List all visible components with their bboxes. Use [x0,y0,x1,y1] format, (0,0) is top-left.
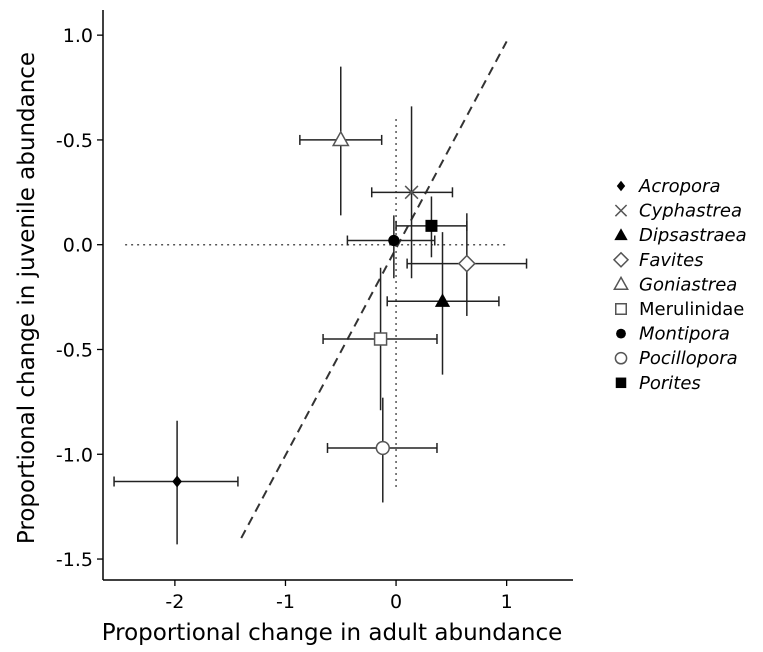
legend-item-favites: Favites [612,250,704,271]
triangle-filled-marker [434,293,451,307]
legend-item-pocillopora: Pocillopora [614,348,738,369]
legend-item-dipsastraea: Dipsastraea [614,225,747,246]
square-filled-marker [615,377,627,389]
data-points [172,130,476,488]
legend-marker-montipora [616,328,626,339]
point-porites [425,219,438,232]
y-tick-label: -0.5 [56,130,93,152]
triangle-open-marker [613,275,629,291]
axes: -2 -1 0 1 1.0 -0.5 0.0 -0.5 -1.0 -1.5 [56,10,573,613]
circle-open-marker [375,440,390,456]
triangle-open-marker [331,130,350,147]
legend-label: Montipora [639,324,730,345]
legend-label: Goniastrea [639,274,737,295]
y-axis-title: Proportional change in juvenile abundanc… [14,52,40,544]
legend-marker-pocillopora [614,351,628,365]
point-goniastrea [331,130,350,147]
x-tick-label: -2 [165,591,184,613]
point-pocillopora [375,440,390,456]
x-tick-label: -1 [276,591,295,613]
y-tick-label: -1.5 [56,549,93,571]
point-acropora [172,475,182,488]
circle-open-marker [614,351,628,365]
legend-label: Pocillopora [639,348,738,369]
point-dipsastraea [434,293,451,307]
legend-item-goniastrea: Goniastrea [613,274,737,295]
legend-label: Porites [639,373,701,394]
legend-item-montipora: Montipora [616,324,730,345]
diamond-filled-marker [616,180,626,192]
legend: Acropora Cyphastrea Dipsastraea Favites Goni… [612,176,747,394]
dashed-reference-line [240,40,508,539]
y-tick-label: -0.5 [56,339,93,361]
legend-marker-dipsastraea [614,228,628,241]
legend-item-acropora: Acropora [616,176,721,197]
point-favites [457,254,476,273]
legend-marker-favites [612,251,630,268]
legend-item-merulinidae: Merulinidae [615,299,744,320]
diamond-open-marker [457,254,476,273]
triangle-filled-marker [614,228,628,241]
point-cyphastrea [404,185,419,200]
square-open-marker [373,332,388,346]
error-bars [113,66,528,545]
legend-marker-porites [615,377,627,389]
y-tick-label: -1.0 [56,444,93,466]
legend-marker-goniastrea [613,275,629,291]
diamond-filled-marker [172,475,182,488]
legend-label: Favites [639,250,704,271]
legend-label: Merulinidae [639,299,744,320]
reference-lines [125,40,508,539]
legend-item-porites: Porites [615,373,701,394]
square-filled-marker [425,219,438,232]
point-montipora [388,234,400,247]
legend-marker-acropora [616,180,626,192]
x-axis-title: Proportional change in adult abundance [102,620,563,646]
y-tick-label: 1.0 [63,25,93,47]
x-tick-label: 1 [501,591,513,613]
legend-marker-merulinidae [615,303,627,315]
legend-label: Cyphastrea [639,201,742,222]
circle-filled-marker [616,328,626,339]
legend-label: Acropora [638,176,721,197]
diamond-open-marker [612,251,630,268]
circle-filled-marker [388,234,400,247]
legend-label: Dipsastraea [639,225,747,246]
square-open-marker [615,303,627,315]
x-tick-label: 0 [390,591,402,613]
legend-item-cyphastrea: Cyphastrea [614,201,742,222]
point-merulinidae [373,332,388,346]
x-marker-stroke [614,204,628,217]
legend-marker-cyphastrea [614,204,628,217]
y-tick-label: 0.0 [63,235,93,257]
x-marker-stroke [404,185,419,200]
